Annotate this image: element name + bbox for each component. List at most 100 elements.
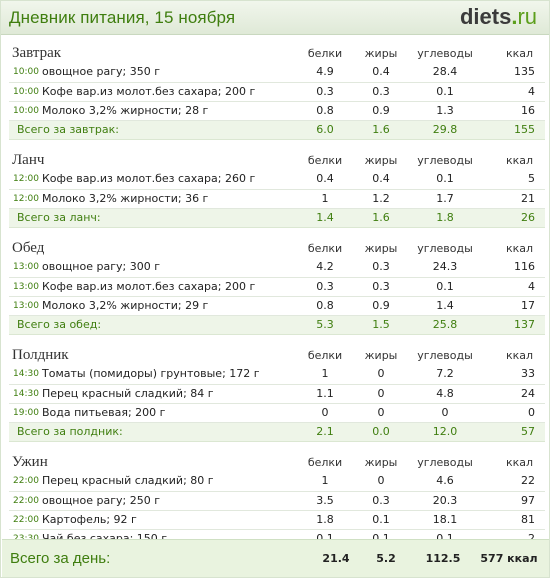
logo-tld: ru xyxy=(517,4,537,29)
food-time: 10:00 xyxy=(9,82,39,102)
food-kcal: 81 xyxy=(485,510,546,530)
meal-total-fat: 0.0 xyxy=(357,422,406,442)
column-header-fat: жиры xyxy=(364,349,398,362)
meal-total-carbs: 29.8 xyxy=(405,120,486,140)
food-row[interactable]: 12:00 Кофе вар.из молот.без сахара; 260 г… xyxy=(9,170,546,190)
food-protein: 1 xyxy=(293,365,358,385)
food-fat: 0.3 xyxy=(357,258,406,278)
day-total-carbs: 112.5 xyxy=(425,552,461,565)
column-header-carbs: углеводы xyxy=(417,349,473,362)
food-name[interactable]: Кофе вар.из молот.без сахара; 200 г xyxy=(39,82,294,102)
meal-title: Обед xyxy=(12,240,45,256)
meal-total-label: Всего за полдник: xyxy=(9,422,294,442)
column-header-carbs: углеводы xyxy=(417,242,473,255)
food-kcal: 21 xyxy=(485,189,546,209)
food-fat: 0.4 xyxy=(357,63,406,83)
food-carbs: 7.2 xyxy=(405,365,486,385)
meal-header-row: Завтрак белки жиры углеводы ккал xyxy=(9,41,545,63)
food-name[interactable]: Молоко 3,2% жирности; 29 г xyxy=(39,296,294,316)
food-name[interactable]: Молоко 3,2% жирности; 28 г xyxy=(39,101,294,121)
column-header-fat: жиры xyxy=(364,242,398,255)
food-kcal: 22 xyxy=(485,472,546,492)
column-header-protein: белки xyxy=(307,154,343,167)
meal-total-protein: 2.1 xyxy=(293,422,358,442)
food-name[interactable]: Томаты (помидоры) грунтовые; 172 г xyxy=(39,365,294,385)
meal-spacer xyxy=(9,227,545,236)
food-carbs: 24.3 xyxy=(405,258,486,278)
food-fat: 0.9 xyxy=(357,101,406,121)
food-row[interactable]: 13:00 Кофе вар.из молот.без сахара; 200 г… xyxy=(9,277,546,297)
food-name[interactable]: Вода питьевая; 200 г xyxy=(39,403,294,423)
meal-total-protein: 5.3 xyxy=(293,315,358,335)
meal-total-carbs: 25.8 xyxy=(405,315,486,335)
food-name[interactable]: Молоко 3,2% жирности; 36 г xyxy=(39,189,294,209)
food-protein: 3.5 xyxy=(293,491,358,511)
food-row[interactable]: 13:00 овощное рагу; 300 г 4.2 0.3 24.3 116 xyxy=(9,258,546,278)
diary-header: Дневник питания, 15 ноября diets.ru xyxy=(1,1,549,35)
food-fat: 0 xyxy=(357,365,406,385)
food-protein: 0.8 xyxy=(293,296,358,316)
meal-total-row: Всего за завтрак: 6.0 1.6 29.8 155 xyxy=(9,120,546,140)
food-time: 22:00 xyxy=(9,472,39,492)
food-time: 13:00 xyxy=(9,277,39,297)
meal-title: Завтрак xyxy=(12,45,62,61)
meal-title: Полдник xyxy=(12,347,69,363)
food-time: 22:00 xyxy=(9,491,39,511)
food-carbs: 4.8 xyxy=(405,384,486,404)
diary-content: Завтрак белки жиры углеводы ккал 10:00 овощное… xyxy=(1,41,549,568)
food-row[interactable]: 22:00 Перец красный сладкий; 80 г 1 0 4.6 22 xyxy=(9,472,546,492)
column-header-protein: белки xyxy=(307,242,343,255)
meal-total-protein: 6.0 xyxy=(293,120,358,140)
food-protein: 1.8 xyxy=(293,510,358,530)
food-carbs: 0.1 xyxy=(405,277,486,297)
food-name[interactable]: Перец красный сладкий; 84 г xyxy=(39,384,294,404)
food-kcal: 24 xyxy=(485,384,546,404)
food-name[interactable]: овощное рагу; 350 г xyxy=(39,63,294,83)
food-row[interactable]: 14:30 Перец красный сладкий; 84 г 1.1 0 4.8 2… xyxy=(9,384,546,404)
food-time: 22:00 xyxy=(9,510,39,530)
food-row[interactable]: 10:00 овощное рагу; 350 г 4.9 0.4 28.4 135 xyxy=(9,63,546,83)
food-kcal: 5 xyxy=(485,170,546,190)
column-header-carbs: углеводы xyxy=(417,47,473,60)
food-fat: 1.2 xyxy=(357,189,406,209)
day-total-fat: 5.2 xyxy=(376,552,396,565)
food-row[interactable]: 13:00 Молоко 3,2% жирности; 29 г 0.8 0.9 1.4… xyxy=(9,296,546,316)
food-row[interactable]: 22:00 Картофель; 92 г 1.8 0.1 18.1 81 xyxy=(9,510,546,530)
column-header-fat: жиры xyxy=(364,47,398,60)
meal-spacer xyxy=(9,139,545,148)
meal-total-row: Всего за обед: 5.3 1.5 25.8 137 xyxy=(9,315,546,335)
food-name[interactable]: овощное рагу; 250 г xyxy=(39,491,294,511)
food-row[interactable]: 10:00 Молоко 3,2% жирности; 28 г 0.8 0.9 1.3… xyxy=(9,101,546,121)
food-fat: 0.3 xyxy=(357,82,406,102)
food-row[interactable]: 12:00 Молоко 3,2% жирности; 36 г 1 1.2 1.7 21 xyxy=(9,189,546,209)
meal-total-kcal: 155 xyxy=(485,120,546,140)
food-carbs: 1.7 xyxy=(405,189,486,209)
food-diary-table: Завтрак белки жиры углеводы ккал 10:00 овощное… xyxy=(9,41,546,568)
food-name[interactable]: Перец красный сладкий; 80 г xyxy=(39,472,294,492)
food-row[interactable]: 10:00 Кофе вар.из молот.без сахара; 200 г… xyxy=(9,82,546,102)
food-protein: 1 xyxy=(293,472,358,492)
food-row[interactable]: 22:00 овощное рагу; 250 г 3.5 0.3 20.3 97 xyxy=(9,491,546,511)
food-name[interactable]: Картофель; 92 г xyxy=(39,510,294,530)
column-header-protein: белки xyxy=(307,47,343,60)
column-header-kcal: ккал xyxy=(505,154,534,167)
food-fat: 0 xyxy=(357,384,406,404)
food-carbs: 0 xyxy=(405,403,486,423)
column-header-kcal: ккал xyxy=(505,349,534,362)
food-fat: 0.3 xyxy=(357,491,406,511)
site-logo[interactable]: diets.ru xyxy=(460,4,537,30)
food-name[interactable]: Кофе вар.из молот.без сахара; 260 г xyxy=(39,170,294,190)
day-total-label: Всего за день: xyxy=(10,550,111,567)
spacer-cell xyxy=(9,227,545,236)
food-protein: 0.3 xyxy=(293,82,358,102)
meal-total-label: Всего за обед: xyxy=(9,315,294,335)
food-time: 12:00 xyxy=(9,170,39,190)
food-protein: 1 xyxy=(293,189,358,209)
meal-spacer xyxy=(9,441,545,450)
food-name[interactable]: овощное рагу; 300 г xyxy=(39,258,294,278)
food-protein: 4.9 xyxy=(293,63,358,83)
food-name[interactable]: Кофе вар.из молот.без сахара; 200 г xyxy=(39,277,294,297)
